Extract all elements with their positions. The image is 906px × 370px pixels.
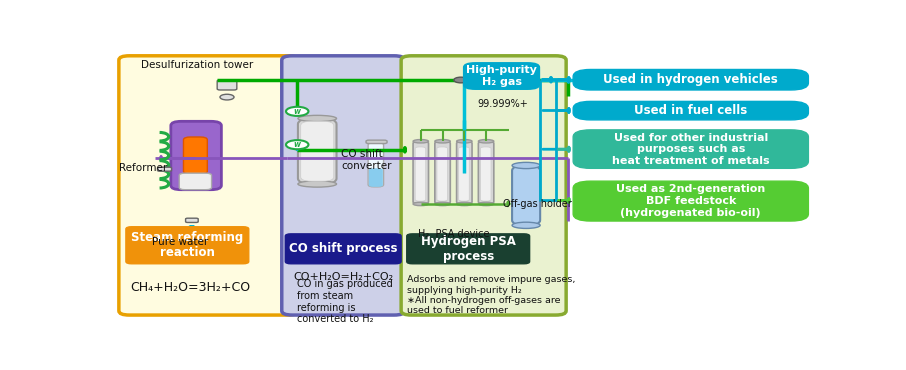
FancyBboxPatch shape [573,101,808,120]
Circle shape [286,140,308,149]
FancyBboxPatch shape [126,227,249,264]
Ellipse shape [435,202,450,206]
FancyBboxPatch shape [285,234,401,264]
Circle shape [220,94,234,100]
Text: Hydrogen PSA
process: Hydrogen PSA process [420,235,516,263]
Text: CO shift
converter: CO shift converter [342,149,392,171]
Ellipse shape [457,202,472,206]
Text: w: w [294,107,301,116]
FancyBboxPatch shape [458,147,469,201]
FancyBboxPatch shape [158,167,171,171]
FancyBboxPatch shape [480,147,491,201]
FancyBboxPatch shape [573,130,808,168]
Circle shape [286,107,308,116]
FancyBboxPatch shape [179,173,211,190]
Ellipse shape [478,202,494,206]
Text: Used in fuel cells: Used in fuel cells [634,104,747,117]
Text: Pure water: Pure water [152,237,208,247]
Ellipse shape [298,115,336,122]
FancyBboxPatch shape [217,80,236,90]
Text: CO in gas produced
from steam
reforming is
converted to H₂: CO in gas produced from steam reforming … [297,279,393,324]
FancyBboxPatch shape [478,141,494,204]
Text: Used in hydrogen vehicles: Used in hydrogen vehicles [603,73,778,86]
FancyBboxPatch shape [186,218,198,222]
FancyBboxPatch shape [368,143,383,187]
Text: CO shift process: CO shift process [289,242,398,255]
Ellipse shape [435,139,450,143]
Text: w: w [294,140,301,149]
FancyBboxPatch shape [415,147,426,201]
Text: H₂  PSA device: H₂ PSA device [418,229,489,239]
Text: High-purity
H₂ gas: High-purity H₂ gas [466,65,537,87]
Text: Off-gas holder: Off-gas holder [503,199,572,209]
Ellipse shape [457,139,472,143]
Ellipse shape [512,222,540,228]
Text: CO+H₂O=H₂+CO₂: CO+H₂O=H₂+CO₂ [294,272,393,282]
FancyBboxPatch shape [463,62,540,90]
FancyBboxPatch shape [401,56,566,315]
FancyBboxPatch shape [435,141,450,204]
FancyBboxPatch shape [119,56,298,315]
FancyBboxPatch shape [183,137,207,174]
FancyBboxPatch shape [437,147,448,201]
FancyBboxPatch shape [369,168,383,187]
Text: Adsorbs and remove impure gases,
supplying high-purity H₂
∗All non-hydrogen off-: Adsorbs and remove impure gases, supplyi… [407,275,575,315]
FancyBboxPatch shape [366,140,387,144]
Text: Reformer: Reformer [119,163,167,173]
Text: Desulfurization tower: Desulfurization tower [141,60,254,70]
FancyBboxPatch shape [298,118,336,184]
Text: Used for other industrial
purposes such as
heat treatment of metals: Used for other industrial purposes such … [612,132,769,166]
FancyBboxPatch shape [282,56,405,315]
Ellipse shape [298,181,336,187]
FancyBboxPatch shape [407,234,530,264]
FancyBboxPatch shape [413,141,429,204]
Ellipse shape [512,162,540,169]
FancyBboxPatch shape [573,70,808,90]
FancyBboxPatch shape [457,141,472,204]
Text: 99.999%+: 99.999%+ [477,99,527,109]
Text: CH₄+H₂O=3H₂+CO: CH₄+H₂O=3H₂+CO [130,282,251,295]
FancyBboxPatch shape [512,165,540,225]
Circle shape [454,77,467,83]
Ellipse shape [478,139,494,143]
Ellipse shape [413,202,429,206]
Text: Used as 2nd-generation
BDF feedstock
(hydrogenated bio-oil): Used as 2nd-generation BDF feedstock (hy… [616,185,766,218]
Text: Steam reforming
reaction: Steam reforming reaction [131,231,244,259]
Ellipse shape [413,139,429,143]
FancyBboxPatch shape [301,121,333,181]
FancyBboxPatch shape [171,121,221,190]
FancyBboxPatch shape [573,181,808,221]
